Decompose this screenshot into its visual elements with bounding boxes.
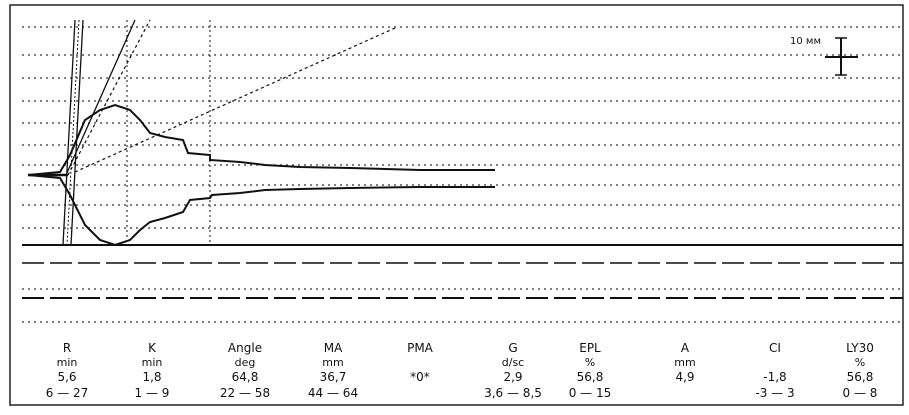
param-value-angle: 64,8 (232, 370, 259, 384)
param-unit-ma: mm (322, 356, 343, 369)
r-marker-line-3 (70, 19, 84, 246)
param-value-k: 1,8 (142, 370, 161, 384)
ly30-line-dashed (74, 27, 396, 173)
param-value-r: 5,6 (57, 370, 76, 384)
param-unit-r: min (57, 356, 78, 369)
param-unit-g: d/sc (502, 356, 524, 369)
param-range-angle: 22 — 58 (220, 386, 270, 400)
trace-upper (27, 103, 495, 176)
param-value-pma: *0* (410, 370, 430, 384)
param-unit-ly30: % (855, 356, 865, 369)
param-value-ma: 36,7 (320, 370, 347, 384)
param-range-r: 6 — 27 (46, 386, 89, 400)
chart-border (9, 4, 904, 406)
param-range-g: 3,6 — 8,5 (484, 386, 542, 400)
param-unit-epl: % (585, 356, 595, 369)
param-name-epl: EPL (579, 341, 601, 355)
param-name-ma: MA (324, 341, 343, 355)
param-name-pma: PMA (407, 341, 434, 355)
param-range-k: 1 — 9 (135, 386, 170, 400)
r-marker-line-2 (66, 19, 80, 246)
param-name-angle: Angle (228, 341, 262, 355)
param-unit-k: min (142, 356, 163, 369)
scale-marker-label: 10 мм (790, 36, 821, 47)
param-name-ly30: LY30 (846, 341, 874, 355)
gridlines (22, 26, 903, 323)
param-name-a: A (681, 341, 690, 355)
trace-lower (27, 174, 495, 247)
param-unit-a: mm (674, 356, 695, 369)
param-range-ma: 44 — 64 (308, 386, 358, 400)
scale-marker: 10 мм (790, 36, 858, 76)
angle-line-dashed (67, 19, 151, 176)
param-range-epl: 0 — 15 (569, 386, 612, 400)
param-value-epl: 56,8 (577, 370, 604, 384)
param-unit-angle: deg (235, 356, 256, 369)
param-name-g: G (508, 341, 517, 355)
param-name-r: R (63, 341, 71, 355)
param-value-ci: -1,8 (763, 370, 786, 384)
param-value-a: 4,9 (675, 370, 694, 384)
param-name-k: K (148, 341, 157, 355)
r-marker-line-1 (62, 19, 76, 246)
param-range-ci: -3 — 3 (755, 386, 794, 400)
param-value-g: 2,9 (503, 370, 522, 384)
param-name-ci: CI (769, 341, 781, 355)
angle-line-solid (65, 19, 136, 176)
param-value-ly30: 56,8 (847, 370, 874, 384)
param-range-ly30: 0 — 8 (843, 386, 878, 400)
